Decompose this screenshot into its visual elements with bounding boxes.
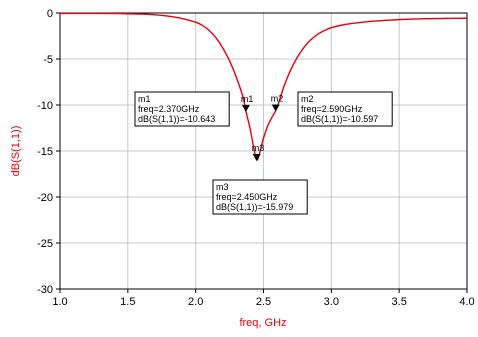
y-tick-label: -15	[37, 146, 53, 158]
readout-line: dB(S(1,1))=-15.979	[216, 202, 293, 212]
y-tick-label: -25	[37, 238, 53, 250]
readout-line: dB(S(1,1))=-10.643	[138, 114, 215, 124]
readout-line: m1	[138, 94, 151, 104]
y-tick-label: -5	[43, 54, 53, 66]
marker-m1[interactable]	[241, 104, 250, 112]
x-tick-label: 1.0	[52, 296, 67, 308]
marker-tag-m2: m2	[271, 93, 284, 103]
x-tick-label: 2.0	[188, 296, 203, 308]
x-axis-title: freq, GHz	[239, 317, 286, 329]
marker-tag-m1: m1	[241, 94, 254, 104]
axis-ticks: 1.0 1.5 2.0 2.5 3.0 3.5 4.0 0 -5 -10 -15 -20 -25 -30	[37, 8, 475, 308]
x-tick-label: 2.5	[256, 296, 271, 308]
readout-line: freq=2.370GHz	[138, 104, 200, 114]
x-tick-label: 3.5	[392, 296, 407, 308]
x-tick-label: 3.0	[324, 296, 339, 308]
x-tick-label: 1.5	[120, 296, 135, 308]
series-layer	[59, 12, 468, 161]
readout-line: m2	[301, 94, 314, 104]
y-tick-label: -20	[37, 192, 53, 204]
readout-line: m3	[216, 182, 229, 192]
readout-box	[297, 91, 393, 127]
marker-tag-m3: m3	[252, 143, 265, 153]
readout-line: freq=2.450GHz	[216, 192, 278, 202]
y-axis-title: dB(S(1,1))	[10, 126, 22, 177]
marker-m3[interactable]	[252, 154, 261, 162]
readout-box	[134, 91, 230, 127]
readout-line: dB(S(1,1))=-10.597	[301, 114, 378, 124]
readout-line: freq=2.590GHz	[301, 104, 363, 114]
x-tick-label: 4.0	[459, 296, 474, 308]
marker-layer	[241, 104, 280, 162]
y-tick-label: -10	[37, 100, 53, 112]
marker-m2[interactable]	[271, 104, 280, 112]
y-tick-label: 0	[47, 8, 53, 20]
marker-label-layer: m1 m2m3m1freq=2.370GHzdB(S(1,1))=-10.643m…	[134, 91, 393, 215]
readout-box	[212, 179, 308, 215]
y-tick-label: -30	[37, 284, 53, 296]
series-line	[59, 12, 468, 161]
